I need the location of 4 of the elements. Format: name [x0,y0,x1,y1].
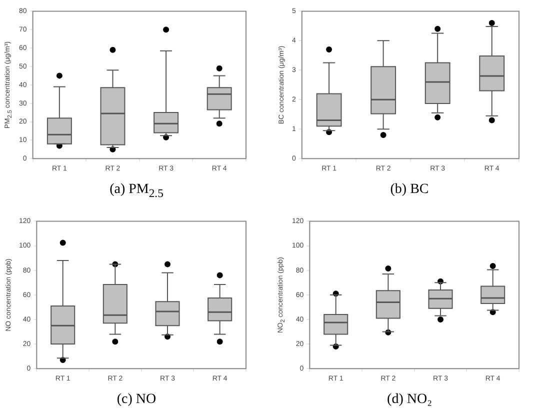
text: (d) NO₂ [386,392,433,408]
text: (a) PM$_{2.5}$ [108,182,164,200]
text: (b) BC [389,182,430,198]
text: (c) NO [116,392,158,408]
